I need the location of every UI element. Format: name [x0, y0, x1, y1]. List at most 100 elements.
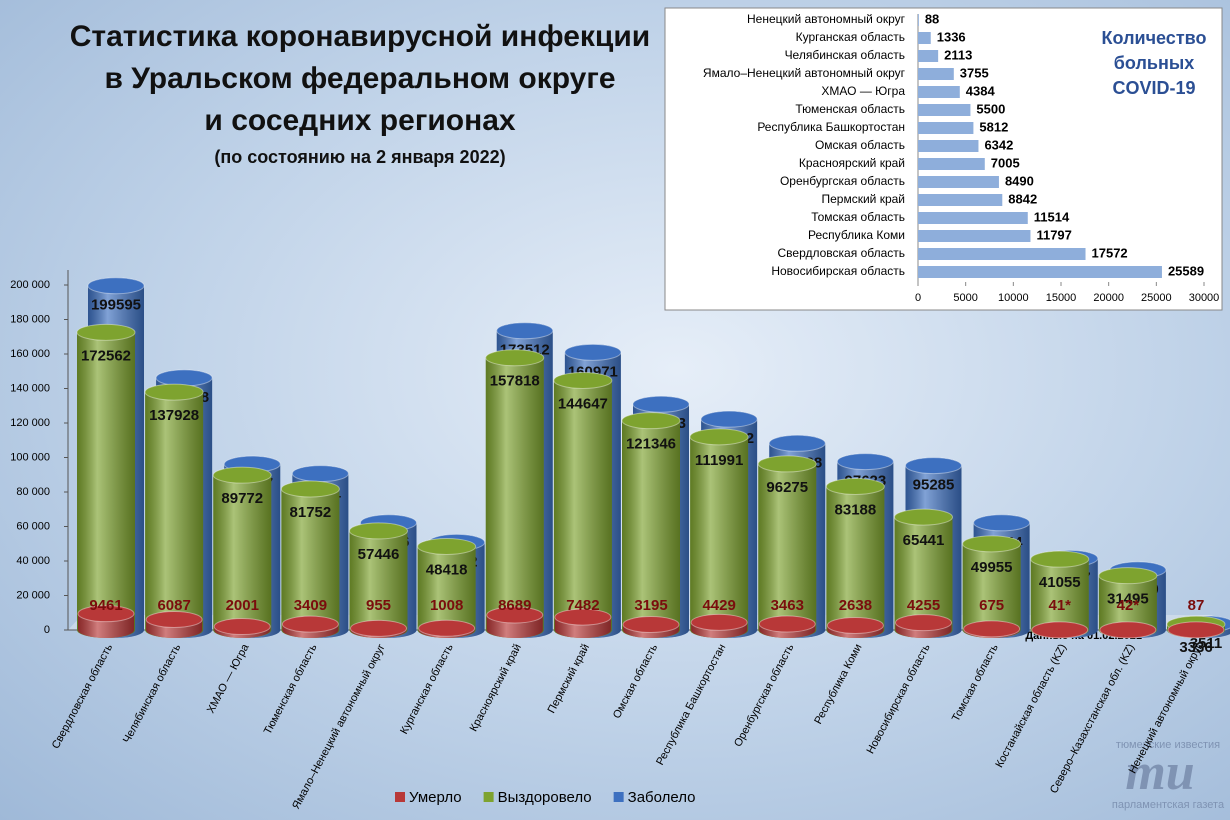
cylinder-top — [758, 615, 816, 633]
cylinder-top — [836, 453, 894, 471]
cylinder — [144, 383, 204, 638]
cylinder-top — [905, 457, 962, 475]
value-label: 2113 — [944, 47, 972, 62]
cylinder-shine — [758, 455, 817, 638]
y-tick-label: 160 000 — [10, 348, 50, 360]
cylinder — [418, 619, 476, 638]
bar — [918, 122, 974, 134]
cylinder-top — [418, 619, 476, 637]
x-tick-label: 30000 — [1189, 292, 1220, 304]
bar — [918, 140, 979, 152]
value-label: 65441 — [903, 532, 945, 549]
legend-label: Заболело — [628, 789, 696, 806]
cylinder-top — [894, 508, 953, 526]
x-tick-label: Курганская область — [398, 642, 456, 736]
cylinder — [1099, 621, 1157, 639]
cylinder-top — [622, 615, 680, 633]
cylinder — [554, 608, 612, 638]
cylinder-top — [690, 613, 748, 631]
cylinder-top — [895, 614, 952, 632]
bar — [918, 194, 1003, 206]
x-tick-label: Северо–Казахстанская обл. (KZ) — [1048, 642, 1137, 795]
cylinder-top — [76, 323, 136, 341]
cylinder-top — [155, 369, 213, 387]
cylinder-top — [1167, 621, 1225, 639]
cylinder-top — [973, 514, 1031, 532]
value-label: 57446 — [358, 546, 400, 563]
cylinder-top — [496, 322, 554, 340]
value-label: 2638 — [839, 597, 872, 614]
cylinder-top — [825, 478, 885, 496]
y-tick-label: Республика Коми — [808, 228, 905, 242]
cylinder-top — [349, 522, 408, 540]
subtitle: (по состоянию на 2 января 2022) — [214, 147, 505, 167]
cylinder-shine — [77, 324, 135, 638]
bar — [918, 68, 954, 80]
cylinder-top — [77, 605, 135, 623]
value-label: 144647 — [558, 395, 608, 412]
value-label: 3755 — [960, 65, 989, 80]
cylinder — [553, 371, 613, 638]
value-label: 199595 — [91, 297, 141, 314]
cylinder — [145, 610, 203, 638]
cylinder-top — [87, 277, 145, 295]
x-tick-label: 15000 — [1046, 292, 1077, 304]
cylinder — [963, 620, 1021, 638]
cylinder-shine — [281, 480, 340, 638]
value-label: 7482 — [566, 597, 599, 614]
value-label: 1336 — [937, 29, 966, 44]
value-label: 172562 — [81, 347, 131, 364]
value-label: 675 — [979, 597, 1004, 614]
cylinder-top — [213, 618, 271, 636]
cylinder — [1167, 621, 1225, 639]
cylinder-top — [1098, 567, 1158, 585]
inset-title: Количество больных COVID-19 — [1101, 28, 1207, 98]
cylinder-top — [486, 606, 544, 624]
cylinder-top — [212, 466, 272, 484]
bar — [918, 176, 999, 188]
y-tick-label: 100 000 — [10, 451, 50, 463]
cylinder — [689, 428, 749, 638]
value-label: 3511 — [1190, 635, 1223, 652]
cylinder-top — [553, 371, 613, 389]
cylinder-top — [144, 383, 204, 401]
cylinder-shine — [690, 428, 749, 638]
cylinder — [77, 605, 135, 638]
value-label: 121346 — [626, 436, 676, 453]
value-label: 11797 — [1036, 227, 1071, 242]
cylinder-shine — [213, 467, 272, 638]
cylinder-shine — [145, 384, 204, 638]
value-label: 157818 — [490, 373, 540, 390]
value-label: 3463 — [771, 597, 804, 614]
logo-mark: mu — [1125, 744, 1194, 801]
value-label: 5500 — [976, 101, 1005, 116]
title-block: Статистика коронавирусной инфекции в Ура… — [70, 20, 651, 167]
bar — [918, 50, 939, 62]
value-label: 83188 — [835, 501, 877, 518]
x-tick-label: 25000 — [1141, 292, 1172, 304]
y-tick-label: 60 000 — [16, 520, 50, 532]
y-tick-label: Оренбургская область — [780, 174, 905, 188]
value-label: 87 — [1188, 597, 1205, 614]
y-tick-label: Свердловская область — [778, 246, 905, 260]
value-label: 3409 — [294, 597, 327, 614]
cylinder — [690, 613, 748, 638]
cylinder-top — [291, 465, 349, 483]
y-tick-label: Пермский край — [821, 192, 905, 206]
value-label: 111991 — [695, 452, 743, 469]
y-tick-label: 0 — [44, 624, 50, 636]
legend-label: Выздоровело — [498, 789, 592, 806]
cylinder — [621, 412, 681, 638]
cylinder-top — [621, 412, 681, 430]
x-tick-label: Омская область — [611, 642, 660, 721]
cylinder-top — [281, 615, 339, 633]
cylinder — [280, 480, 340, 638]
x-tick-label: 5000 — [953, 292, 977, 304]
cylinder-shine — [622, 412, 680, 638]
cylinder-top — [1030, 550, 1090, 568]
value-label: 17572 — [1092, 245, 1128, 260]
cylinder — [486, 606, 544, 638]
cylinder-top — [485, 349, 545, 367]
